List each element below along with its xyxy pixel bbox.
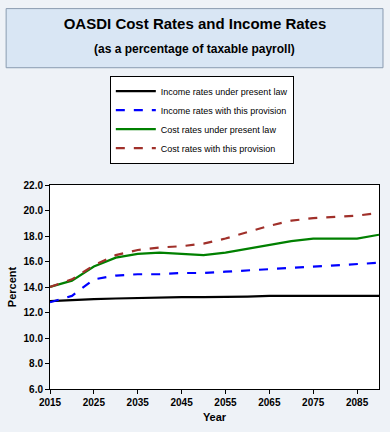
svg-text:2025: 2025 [83, 397, 106, 408]
svg-text:2045: 2045 [170, 397, 193, 408]
svg-text:2065: 2065 [258, 397, 281, 408]
svg-text:2055: 2055 [214, 397, 237, 408]
svg-text:22.0: 22.0 [24, 180, 44, 191]
svg-text:Cost rates with this provision: Cost rates with this provision [161, 144, 276, 154]
svg-text:Percent: Percent [6, 266, 18, 307]
svg-text:2015: 2015 [39, 397, 62, 408]
svg-text:16.0: 16.0 [24, 256, 44, 267]
svg-text:6.0: 6.0 [29, 384, 43, 395]
svg-text:20.0: 20.0 [24, 205, 44, 216]
svg-text:Income rates with this provisi: Income rates with this provision [161, 106, 287, 116]
svg-text:Year: Year [203, 411, 227, 423]
svg-text:(as a percentage of taxable pa: (as a percentage of taxable payroll) [94, 42, 295, 56]
svg-text:10.0: 10.0 [24, 333, 44, 344]
svg-text:2085: 2085 [346, 397, 369, 408]
svg-text:Cost rates under present law: Cost rates under present law [161, 125, 277, 135]
svg-text:OASDI Cost Rates and Income Ra: OASDI Cost Rates and Income Rates [64, 15, 327, 32]
svg-text:2035: 2035 [127, 397, 150, 408]
svg-text:18.0: 18.0 [24, 231, 44, 242]
svg-text:Income rates under present law: Income rates under present law [161, 87, 288, 97]
svg-text:12.0: 12.0 [24, 307, 44, 318]
svg-text:14.0: 14.0 [24, 282, 44, 293]
svg-text:8.0: 8.0 [29, 358, 43, 369]
svg-text:2075: 2075 [302, 397, 325, 408]
